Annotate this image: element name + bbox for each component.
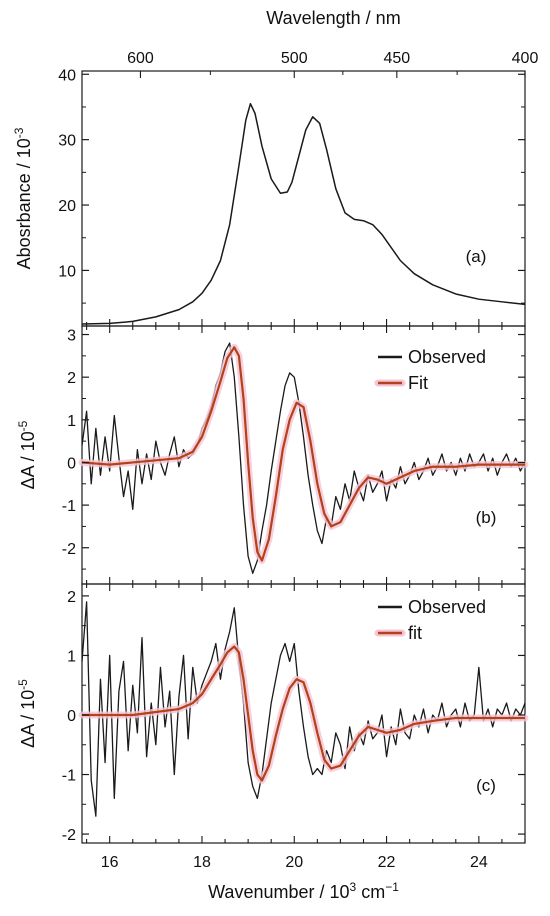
y-tick-label-c: 1 bbox=[67, 648, 76, 665]
y-tick-label-c: 0 bbox=[67, 708, 76, 725]
axis-ticks bbox=[82, 71, 526, 843]
legend-label-b: Observed bbox=[408, 347, 486, 367]
y-tick-label-a: 30 bbox=[58, 133, 76, 150]
x-tick-label: 22 bbox=[378, 854, 396, 871]
axis-text: Wavelength / nm Wavenumber / 103 cm−1 10… bbox=[12, 8, 538, 902]
top-tick-label: 500 bbox=[281, 50, 308, 67]
observed-line-b bbox=[81, 342, 526, 574]
x-tick-label: 18 bbox=[193, 854, 211, 871]
fit-line-c bbox=[82, 645, 525, 782]
y-tick-label-c: -2 bbox=[62, 827, 76, 844]
absorbance-line-a bbox=[81, 102, 526, 325]
x-axis-title-sup: 3 bbox=[350, 880, 357, 894]
top-axis-title: Wavelength / nm bbox=[266, 8, 400, 28]
panel-label-a: (a) bbox=[466, 247, 487, 266]
legend-label-c: fit bbox=[408, 623, 422, 643]
top-tick-label: 600 bbox=[127, 50, 154, 67]
y-axis-title-main-a: Abosrbance / 10 bbox=[14, 138, 34, 269]
y-tick-label-a: 20 bbox=[58, 198, 76, 215]
fit-glow-b bbox=[78, 343, 529, 565]
y-tick-label-a: 10 bbox=[58, 263, 76, 280]
y-axis-title-main-c: ΔA / 10 bbox=[18, 690, 38, 748]
y-tick-label-c: 2 bbox=[67, 589, 76, 606]
y-axis-title-c: ΔA / 10-5 bbox=[16, 679, 38, 748]
y-tick-label-b: 1 bbox=[67, 413, 76, 430]
y-axis-title-sup-c: -5 bbox=[16, 679, 30, 690]
legend-label-b: Fit bbox=[408, 373, 428, 393]
y-tick-label-c: -1 bbox=[62, 768, 76, 785]
x-axis-title-unit-sup: −1 bbox=[385, 880, 399, 894]
panel-label-c: (c) bbox=[476, 776, 496, 795]
x-tick-label: 24 bbox=[470, 854, 488, 871]
x-tick-label: 16 bbox=[101, 854, 119, 871]
panel-frames bbox=[81, 70, 526, 844]
y-tick-label-a: 40 bbox=[58, 67, 76, 84]
y-axis-title-sup-a: -3 bbox=[12, 127, 26, 138]
y-axis-title-sup-b: -5 bbox=[16, 420, 30, 431]
legend-label-c: Observed bbox=[408, 597, 486, 617]
data-series bbox=[78, 102, 529, 817]
top-tick-label: 400 bbox=[512, 50, 539, 67]
fit-line-b bbox=[81, 346, 525, 562]
panel-label-b: (b) bbox=[476, 508, 497, 527]
x-axis-title-unit: cm bbox=[356, 882, 385, 902]
y-tick-label-b: 0 bbox=[67, 455, 76, 472]
y-tick-label-b: -1 bbox=[62, 498, 76, 515]
observed-line-c bbox=[81, 601, 526, 817]
top-tick-label: 450 bbox=[383, 50, 410, 67]
x-tick-label: 20 bbox=[285, 854, 303, 871]
y-axis-title-main-b: ΔA / 10 bbox=[18, 431, 38, 489]
y-axis-title-a: Abosrbance / 10-3 bbox=[12, 127, 34, 269]
y-tick-label-b: -2 bbox=[62, 541, 76, 558]
x-axis-title-main: Wavenumber / 10 bbox=[208, 882, 349, 902]
y-axis-title-b: ΔA / 10-5 bbox=[16, 420, 38, 489]
x-axis-title: Wavenumber / 103 cm−1 bbox=[208, 880, 399, 902]
y-tick-label-b: 2 bbox=[67, 370, 76, 387]
panel-frame-a bbox=[81, 70, 526, 327]
y-tick-label-b: 3 bbox=[67, 328, 76, 345]
